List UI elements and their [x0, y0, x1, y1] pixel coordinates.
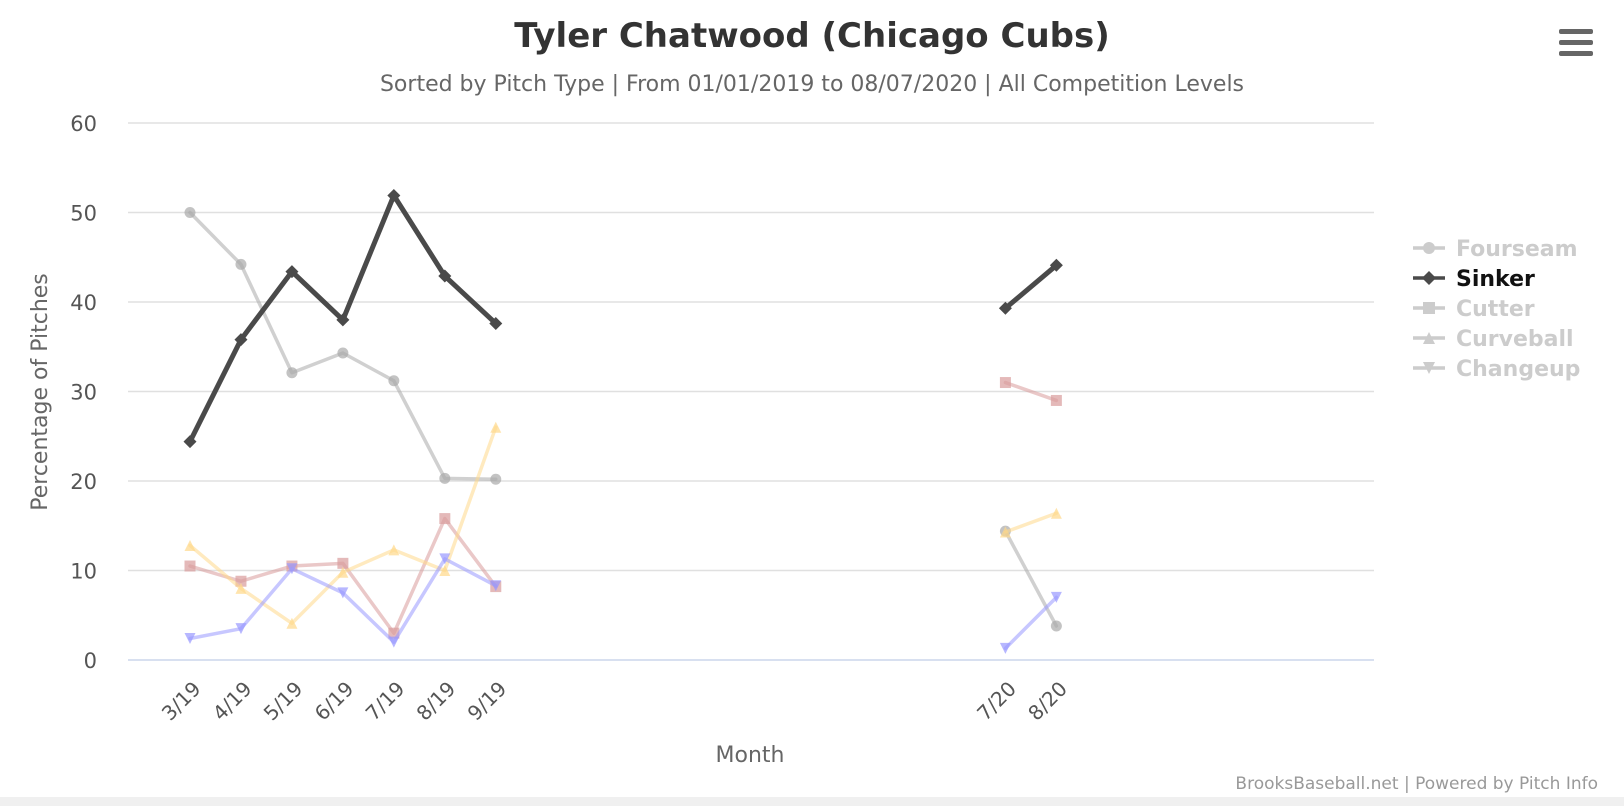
hamburger-menu-icon[interactable]	[1553, 23, 1599, 63]
x-tick-label: 8/19	[412, 677, 461, 726]
legend-item-cutter[interactable]: Cutter	[1413, 297, 1535, 322]
data-point	[184, 207, 196, 218]
series-line	[1002, 262, 1059, 311]
data-point	[336, 313, 350, 327]
data-point	[438, 269, 452, 283]
data-point	[439, 565, 451, 576]
data-point	[439, 513, 451, 525]
data-point	[337, 587, 349, 599]
x-tick-label: 7/19	[361, 677, 410, 726]
legend-item-curveball[interactable]: Curveball	[1413, 327, 1574, 352]
chart-subtitle: Sorted by Pitch Type | From 01/01/2019 t…	[380, 72, 1244, 97]
data-point	[490, 580, 502, 592]
data-point	[337, 566, 349, 578]
legend-label: Sinker	[1456, 267, 1535, 292]
legend-item-fourseam[interactable]: Fourseam	[1413, 237, 1578, 262]
data-point	[439, 472, 451, 484]
data-point	[184, 560, 196, 572]
legend-label: Cutter	[1456, 297, 1535, 322]
series-curveball	[184, 421, 1062, 629]
y-tick-label: 20	[70, 470, 97, 494]
data-point	[1423, 332, 1435, 344]
data-point	[184, 539, 196, 551]
data-point	[999, 642, 1011, 654]
x-axis: 3/19 4/19 5/19 6/19 7/19 8/19 9/19 7/20 8/20	[157, 677, 1072, 726]
data-point	[286, 563, 298, 575]
data-point	[999, 377, 1011, 389]
data-point	[1050, 620, 1062, 632]
data-point	[184, 633, 196, 645]
y-tick-label: 10	[70, 560, 97, 584]
data-point	[337, 347, 349, 359]
data-point	[1050, 394, 1062, 406]
y-tick-label: 0	[84, 649, 97, 673]
y-tick-label: 50	[70, 202, 97, 226]
data-point	[1422, 271, 1436, 285]
x-tick-label: 8/20	[1023, 677, 1072, 726]
series-sinker	[183, 188, 1063, 449]
data-point	[388, 627, 400, 639]
data-point	[285, 265, 299, 279]
data-point	[388, 375, 400, 387]
data-point	[439, 553, 451, 565]
series-group	[183, 188, 1063, 654]
chart-credits[interactable]: BrooksBaseball.net | Powered by Pitch In…	[1235, 774, 1598, 794]
data-point	[337, 557, 349, 569]
data-point	[286, 617, 298, 629]
data-point	[1423, 302, 1435, 314]
y-tick-label: 40	[70, 291, 97, 315]
series-line	[1003, 529, 1059, 628]
legend-item-sinker[interactable]: Sinker	[1413, 267, 1535, 292]
y-axis: 0 10 20 30 40 50 60	[70, 112, 97, 673]
data-point	[1423, 362, 1435, 374]
data-point	[490, 473, 502, 485]
data-point	[490, 421, 502, 433]
y-axis-title: Percentage of Pitches	[28, 273, 53, 511]
x-tick-label: 5/19	[259, 677, 308, 726]
legend-label: Fourseam	[1456, 237, 1578, 262]
y-tick-label: 60	[70, 112, 97, 136]
chart-title: Tyler Chatwood (Chicago Cubs)	[514, 16, 1110, 56]
data-point	[235, 575, 247, 587]
data-point	[235, 582, 247, 594]
data-point	[183, 435, 197, 449]
series-line	[1003, 595, 1059, 651]
data-point	[388, 636, 400, 648]
data-point	[286, 367, 298, 379]
series-changeup	[184, 553, 1062, 654]
x-tick-label: 7/20	[972, 677, 1021, 726]
data-point	[1049, 258, 1063, 272]
y-tick-label: 30	[70, 381, 97, 405]
series-line	[1003, 380, 1059, 403]
x-axis-title: Month	[716, 743, 785, 768]
legend-label: Curveball	[1456, 327, 1574, 352]
x-tick-label: 4/19	[208, 677, 257, 726]
data-point	[235, 258, 247, 270]
legend-label: Changeup	[1456, 357, 1580, 382]
data-point	[998, 301, 1012, 315]
data-point	[387, 188, 401, 202]
data-point	[1423, 242, 1435, 254]
data-point	[489, 316, 503, 330]
legend-item-changeup[interactable]: Changeup	[1413, 357, 1580, 382]
data-point	[234, 333, 248, 347]
series-line	[1003, 511, 1059, 534]
x-tick-label: 9/19	[463, 677, 512, 726]
data-point	[1050, 591, 1062, 603]
data-point	[235, 623, 247, 635]
legend[interactable]: Fourseam Sinker Cutter Curveball Changeup	[1413, 237, 1580, 382]
gridlines	[128, 122, 1374, 661]
x-tick-label: 3/19	[157, 677, 206, 726]
x-tick-label: 6/19	[310, 677, 359, 726]
data-point	[999, 526, 1011, 538]
data-point	[1050, 507, 1062, 519]
series-fourseam	[184, 207, 1062, 632]
data-point	[388, 544, 400, 556]
